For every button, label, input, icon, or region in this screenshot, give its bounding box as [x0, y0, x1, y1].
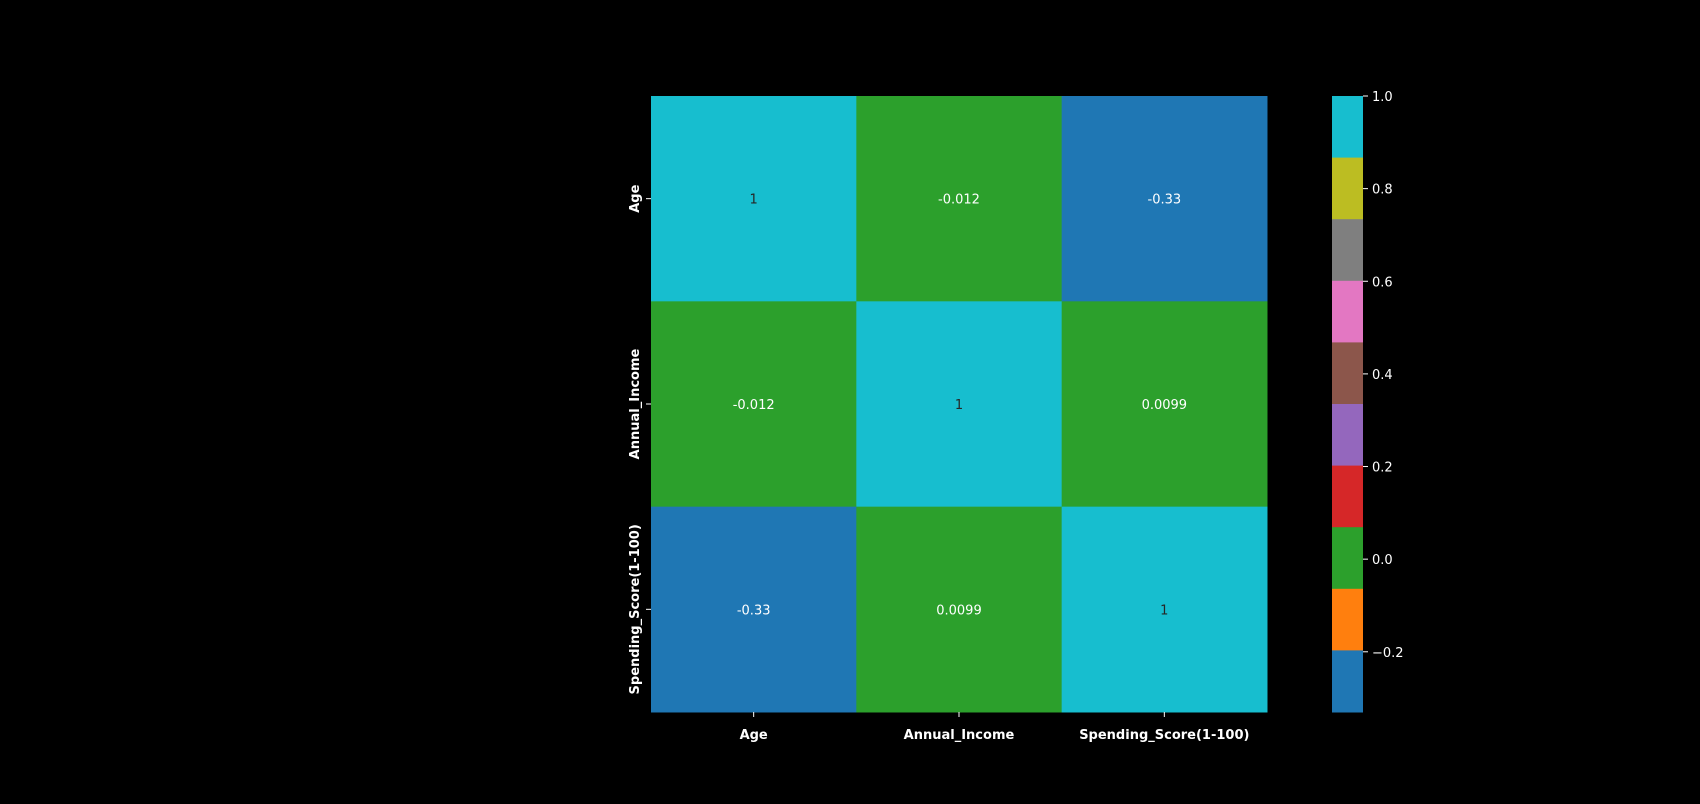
heatmap-cell	[1061, 506, 1268, 713]
colorbar-segment	[1332, 157, 1363, 220]
heatmap-cell	[856, 96, 1063, 302]
colorbar-tick-label: 0.2	[1372, 461, 1393, 476]
cell-value-label: -0.33	[1148, 193, 1182, 208]
heatmap-cell	[651, 96, 857, 302]
y-tick-label: Spending_Score(1-100)	[628, 524, 643, 694]
heatmap-cell	[651, 506, 857, 713]
colorbar-segment	[1332, 342, 1363, 405]
heatmap-cell	[1061, 301, 1268, 508]
colorbar-segment	[1332, 465, 1363, 528]
cell-value-label: -0.33	[737, 603, 771, 618]
colorbar-tick-label: 0.8	[1372, 183, 1393, 198]
cell-value-label: 1	[750, 193, 758, 208]
colorbar-tick-label: −0.2	[1372, 646, 1404, 661]
colorbar-tick-label: 1.0	[1372, 90, 1393, 105]
x-tick-label: Annual_Income	[904, 728, 1015, 743]
y-tick-label: Age	[628, 184, 643, 212]
colorbar-segment	[1332, 219, 1363, 282]
heatmap-cell	[856, 506, 1063, 713]
heatmap-cell	[1061, 96, 1268, 302]
colorbar-tick-label: 0.0	[1372, 553, 1393, 568]
cell-value-label: -0.012	[938, 193, 980, 208]
heatmap-cell	[856, 301, 1063, 508]
colorbar: 1.0 0.8 0.6 0.4 0.2 0.0 −0.2	[1332, 90, 1404, 713]
colorbar-segment	[1332, 280, 1363, 343]
cell-value-label: -0.012	[733, 398, 775, 413]
y-axis: Age Annual_Income Spending_Score(1-100)	[628, 184, 651, 694]
cell-value-label: 0.0099	[936, 603, 982, 618]
x-axis: Age Annual_Income Spending_Score(1-100)	[740, 711, 1249, 743]
colorbar-segment	[1332, 527, 1363, 590]
cell-value-label: 1	[1160, 603, 1168, 618]
x-tick-label: Spending_Score(1-100)	[1079, 728, 1249, 743]
heatmap-cell-labels: 1 -0.012 -0.33 -0.012 1 0.0099 -0.33 0.0099 1	[733, 193, 1187, 619]
colorbar-segment	[1332, 404, 1363, 467]
heatmap-cells	[651, 96, 1268, 713]
colorbar-tick-label: 0.6	[1372, 275, 1393, 290]
colorbar-segment	[1332, 96, 1363, 159]
colorbar-segment	[1332, 588, 1363, 651]
cell-value-label: 1	[955, 398, 963, 413]
y-tick-label: Annual_Income	[628, 348, 643, 459]
heatmap-cell	[651, 301, 857, 508]
cell-value-label: 0.0099	[1142, 398, 1188, 413]
x-tick-label: Age	[740, 728, 768, 743]
colorbar-segment	[1332, 650, 1363, 713]
colorbar-tick-label: 0.4	[1372, 368, 1393, 383]
